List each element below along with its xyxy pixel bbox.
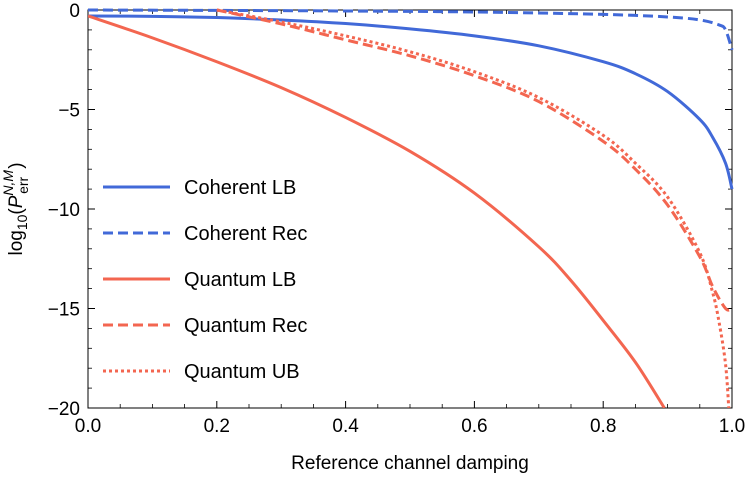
series-line-coherent-rec bbox=[88, 8, 734, 51]
y-label-close-paren: ) bbox=[6, 162, 27, 168]
series-line-quantum-lb bbox=[88, 14, 666, 408]
x-tick-label: 0.2 bbox=[204, 416, 230, 437]
series-line-coherent-lb bbox=[88, 14, 734, 190]
y-label-sup: N,M bbox=[0, 170, 16, 196]
y-label-base-sub: 10 bbox=[14, 214, 30, 230]
plot-frame bbox=[87, 9, 733, 409]
y-label-open-paren: ( bbox=[6, 208, 27, 215]
legend-label-quantum-rec: Quantum Rec bbox=[184, 315, 307, 337]
series-line-quantum-ub bbox=[216, 8, 731, 408]
legend-label-quantum-ub: Quantum UB bbox=[184, 361, 300, 383]
x-tick-label: 1.0 bbox=[719, 416, 745, 437]
y-tick-label: −5 bbox=[58, 101, 80, 122]
axis-ticks bbox=[87, 9, 733, 409]
y-tick-label: −15 bbox=[48, 300, 80, 321]
series-lines bbox=[88, 8, 734, 408]
y-label-log: log bbox=[6, 230, 27, 255]
x-tick-label: 0.6 bbox=[461, 416, 487, 437]
y-label-psub: err bbox=[15, 176, 31, 193]
legend-label-coherent-lb: Coherent LB bbox=[184, 177, 296, 199]
y-tick-label: −20 bbox=[48, 399, 80, 420]
series-line-quantum-rec bbox=[216, 8, 733, 312]
y-label-p: P bbox=[6, 195, 27, 208]
y-tick-label: 0 bbox=[69, 1, 80, 22]
x-axis-label: Reference channel damping bbox=[291, 453, 529, 474]
legend: Coherent LB Coherent Rec Quantum LB Quantum… bbox=[103, 177, 307, 383]
y-tick-label: −10 bbox=[48, 200, 80, 221]
y-axis-label: log10(PN,Merr) bbox=[0, 162, 31, 255]
legend-label-quantum-lb: Quantum LB bbox=[184, 269, 296, 291]
x-tick-label: 0.4 bbox=[332, 416, 359, 437]
x-tick-label: 0.0 bbox=[75, 416, 101, 437]
x-tick-label: 0.8 bbox=[590, 416, 616, 437]
tick-labels: 0.0 0.2 0.4 0.6 0.8 1.0 0 −5 −10 −15 −20 bbox=[48, 1, 745, 437]
legend-label-coherent-rec: Coherent Rec bbox=[184, 223, 307, 245]
